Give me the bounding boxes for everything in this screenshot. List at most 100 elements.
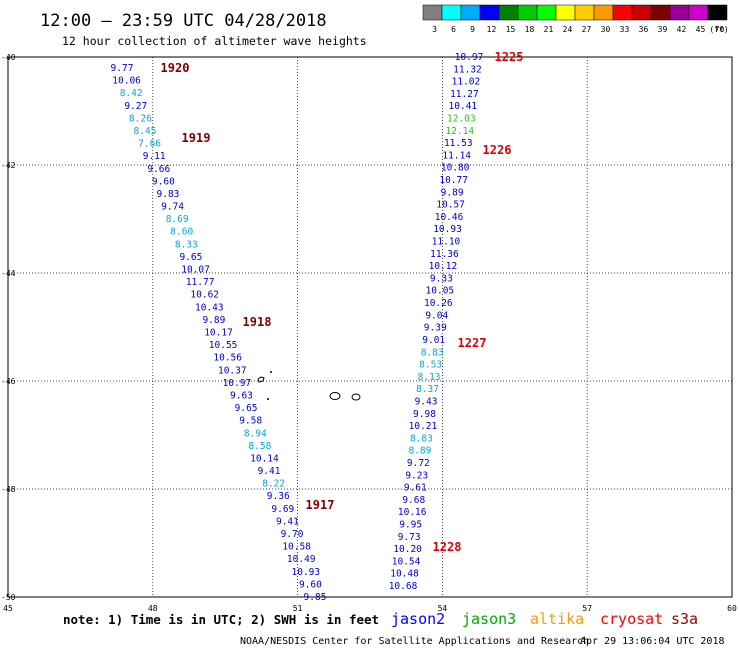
colorbar-label: 6	[451, 25, 456, 34]
wave-height-label: 9.65	[235, 403, 258, 414]
wave-height-label: 9.77	[111, 63, 134, 74]
colorbar-swatch	[707, 4, 728, 21]
wave-height-label: 11.27	[450, 89, 479, 100]
wave-height-label: 8.69	[166, 214, 189, 225]
colorbar-swatch	[441, 4, 462, 21]
island-outlines	[257, 371, 361, 401]
wave-height-label: 9.39	[424, 323, 447, 334]
wave-height-label: 10.54	[392, 556, 421, 567]
wave-height-label: 8.53	[419, 360, 442, 371]
y-tick-label: -40	[1, 53, 16, 62]
wave-height-label: 10.46	[435, 212, 464, 223]
colorbar-label: 70	[715, 25, 725, 34]
wave-height-label: 10.26	[424, 298, 453, 309]
colorbar-label: 3	[432, 25, 437, 34]
wave-height-label: 10.17	[204, 328, 233, 339]
wave-height-label: 10.06	[112, 76, 141, 87]
footer-credit: NOAA/NESDIS Center for Satellite Applica…	[240, 636, 589, 647]
wave-height-label: 11.10	[432, 237, 461, 248]
wave-height-label: 9.04	[425, 310, 448, 321]
wave-height-label: 9.60	[299, 579, 322, 590]
colorbar-swatch	[631, 4, 652, 21]
wave-height-label: 9.95	[399, 519, 422, 530]
wave-height-label: 12.03	[447, 114, 476, 125]
wave-height-label: 9.89	[441, 187, 464, 198]
wave-height-label: 8.42	[120, 88, 143, 99]
wave-height-label: 10.56	[213, 353, 242, 364]
wave-height-label: 10.97	[223, 378, 252, 389]
y-tick-label: -44	[1, 269, 16, 278]
map-frame	[7, 56, 733, 598]
footer-timestamp: Apr 29 13:06:04 UTC 2018	[580, 636, 725, 647]
wave-height-label: 9.65	[179, 252, 202, 263]
map-title: 12:00 – 23:59 UTC 04/28/2018	[40, 11, 327, 31]
wave-height-label: 10.68	[389, 581, 418, 592]
colorbar-label: 30	[601, 25, 611, 34]
wave-height-label: 10.57	[436, 200, 465, 211]
wave-height-label: 8.60	[170, 227, 193, 238]
wave-height-label: 9.73	[398, 532, 421, 543]
x-tick-label: 45	[3, 604, 13, 613]
pass-time-label: 1227	[458, 336, 487, 350]
map-subtitle: 12 hour collection of altimeter wave hei…	[62, 34, 367, 48]
wave-height-label: 10.93	[292, 567, 321, 578]
y-tick-label: -46	[1, 377, 16, 386]
wave-height-label: 12.14	[445, 126, 474, 137]
wave-height-label: 9.72	[407, 458, 430, 469]
wave-height-label: 8.37	[416, 384, 439, 395]
x-tick-label: 48	[148, 604, 158, 613]
y-tick-label: -42	[1, 161, 16, 170]
x-tick-label: 57	[582, 604, 592, 613]
wave-height-label: 11.36	[430, 249, 459, 260]
colorbar-swatch	[555, 4, 576, 21]
wave-height-label: 9.66	[147, 164, 170, 175]
wave-height-label: 10.77	[439, 175, 468, 186]
satellite-legend-jason2: jason2	[391, 610, 445, 628]
colorbar-label: 39	[658, 25, 668, 34]
wave-height-label: 9.85	[304, 592, 327, 603]
colorbar-label: 33	[620, 25, 630, 34]
wave-height-label: 8.13	[418, 372, 441, 383]
colorbar-label: 21	[544, 25, 554, 34]
wave-height-label: 10.55	[209, 340, 238, 351]
satellite-legend-altika: altika	[530, 610, 584, 628]
wave-height-label: 8.94	[244, 428, 267, 439]
wave-height-label: 10.48	[390, 569, 419, 580]
wave-height-label: 8.83	[421, 347, 444, 358]
pass-time-label: 1918	[243, 315, 272, 329]
wave-height-label: 9.41	[276, 516, 299, 527]
pass-time-label: 1919	[182, 131, 211, 145]
colorbar-swatch	[612, 4, 633, 21]
wave-height-label: 10.43	[195, 302, 224, 313]
y-tick-label: -48	[1, 485, 16, 494]
wave-height-label: 9.01	[422, 335, 445, 346]
wave-height-label: 9.70	[281, 529, 304, 540]
colorbar-swatch	[650, 4, 671, 21]
wave-height-label: 10.37	[218, 365, 247, 376]
colorbar-swatch	[574, 4, 595, 21]
wave-height-label: 8.26	[129, 113, 152, 124]
satellite-legend-cryosat: cryosat	[600, 610, 663, 628]
wave-height-label: 10.93	[433, 224, 462, 235]
colorbar-label: 45	[696, 25, 706, 34]
wave-height-label: 9.43	[415, 396, 438, 407]
wave-height-label: 9.68	[402, 495, 425, 506]
pass-time-label: 1226	[483, 143, 512, 157]
wave-height-label: 8.58	[248, 441, 271, 452]
colorbar-label: 12	[487, 25, 497, 34]
wave-height-label: 9.89	[202, 315, 225, 326]
pass-time-label: 1228	[433, 540, 462, 554]
wave-height-label: 11.14	[442, 150, 471, 161]
wave-height-label: 8.89	[408, 446, 431, 457]
wave-height-label: 9.41	[258, 466, 281, 477]
wave-height-label: 9.23	[405, 470, 428, 481]
wave-height-label: 9.63	[230, 390, 253, 401]
colorbar-label: 27	[582, 25, 592, 34]
wave-height-label: 11.77	[186, 277, 215, 288]
wave-height-label: 10.07	[181, 265, 210, 276]
colorbar-label: 18	[525, 25, 535, 34]
wave-height-label: 11.53	[444, 138, 473, 149]
wave-height-label: 10.58	[282, 542, 311, 553]
